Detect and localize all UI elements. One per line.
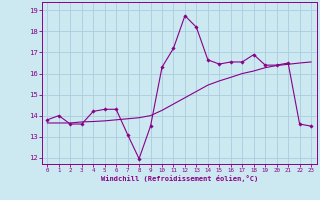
X-axis label: Windchill (Refroidissement éolien,°C): Windchill (Refroidissement éolien,°C) bbox=[100, 175, 258, 182]
